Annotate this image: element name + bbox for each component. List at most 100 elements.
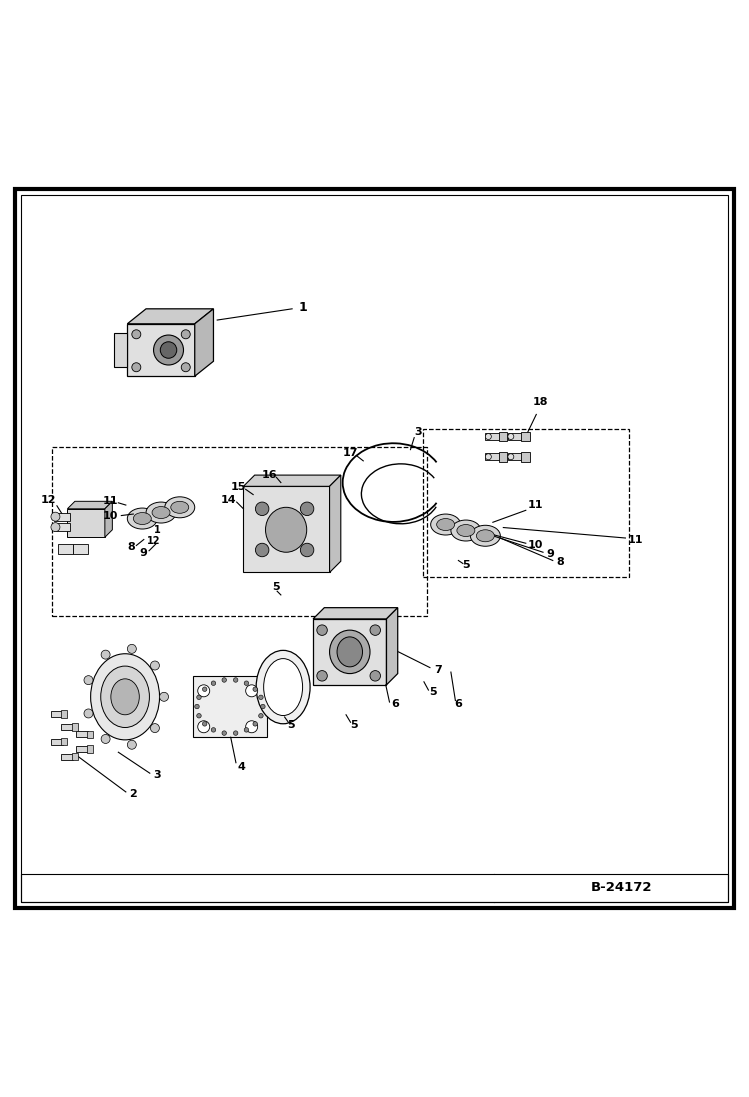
Circle shape (300, 543, 314, 557)
Ellipse shape (330, 630, 370, 674)
Bar (193, 676, 267, 737)
Text: B-24172: B-24172 (591, 881, 652, 894)
Bar (508, 433, 523, 440)
Bar (21, 873, 728, 902)
Circle shape (211, 681, 216, 686)
Circle shape (370, 670, 380, 681)
Circle shape (261, 704, 265, 709)
Ellipse shape (337, 637, 363, 667)
Ellipse shape (152, 507, 170, 519)
Polygon shape (127, 309, 213, 324)
Bar (423, 429, 629, 577)
Polygon shape (330, 475, 341, 573)
Circle shape (51, 512, 60, 521)
Circle shape (127, 644, 136, 654)
Circle shape (154, 335, 184, 365)
Bar (61, 710, 67, 717)
Text: 1: 1 (299, 301, 308, 314)
Circle shape (197, 713, 201, 719)
Circle shape (202, 687, 207, 691)
Circle shape (211, 727, 216, 732)
Ellipse shape (431, 514, 461, 535)
Text: 11: 11 (103, 496, 118, 507)
Text: 16: 16 (262, 471, 277, 480)
Ellipse shape (457, 524, 475, 536)
Ellipse shape (437, 519, 455, 531)
Text: 4: 4 (237, 762, 245, 772)
Bar (521, 452, 530, 462)
Text: 5: 5 (287, 720, 294, 730)
Text: 9: 9 (547, 548, 554, 558)
Text: 8: 8 (127, 542, 135, 552)
Text: 3: 3 (414, 428, 422, 438)
Text: 14: 14 (221, 495, 236, 505)
Ellipse shape (91, 654, 160, 739)
Circle shape (197, 695, 201, 700)
Circle shape (195, 704, 199, 709)
Text: 5: 5 (429, 688, 437, 698)
Ellipse shape (133, 512, 151, 524)
Circle shape (508, 454, 514, 460)
Ellipse shape (265, 507, 307, 552)
Text: 8: 8 (557, 557, 564, 567)
Circle shape (84, 676, 93, 685)
Circle shape (101, 651, 110, 659)
Ellipse shape (171, 501, 189, 513)
Circle shape (202, 722, 207, 726)
Ellipse shape (127, 508, 157, 529)
Circle shape (253, 722, 258, 726)
Text: 1: 1 (154, 524, 161, 534)
Text: 15: 15 (231, 482, 246, 493)
Circle shape (84, 709, 93, 717)
Bar (58, 544, 73, 554)
Bar (73, 544, 88, 554)
Circle shape (181, 330, 190, 339)
Bar (499, 452, 507, 462)
Circle shape (370, 625, 380, 635)
Bar (508, 453, 523, 460)
Bar (61, 754, 73, 760)
Bar (87, 746, 93, 753)
Ellipse shape (146, 502, 176, 523)
Bar (61, 738, 67, 746)
Bar (61, 724, 73, 730)
Circle shape (198, 685, 210, 697)
Ellipse shape (111, 679, 139, 715)
Circle shape (317, 625, 327, 635)
Bar (72, 723, 78, 731)
Bar (521, 431, 530, 441)
Circle shape (127, 740, 136, 749)
Bar (76, 732, 88, 737)
Bar (313, 619, 386, 685)
Circle shape (234, 731, 238, 735)
Circle shape (508, 433, 514, 440)
Text: 9: 9 (140, 548, 148, 558)
Polygon shape (313, 608, 398, 619)
Circle shape (198, 721, 210, 733)
Circle shape (51, 522, 60, 532)
Circle shape (222, 731, 226, 735)
Circle shape (234, 678, 238, 682)
Bar (485, 433, 500, 440)
Ellipse shape (476, 530, 494, 542)
Polygon shape (243, 475, 341, 486)
Circle shape (485, 454, 491, 460)
Text: 11: 11 (628, 534, 643, 544)
Circle shape (317, 670, 327, 681)
Ellipse shape (256, 651, 310, 724)
Polygon shape (243, 486, 330, 573)
Text: 7: 7 (434, 665, 442, 675)
Polygon shape (114, 332, 127, 367)
Polygon shape (67, 501, 112, 509)
Circle shape (151, 661, 160, 670)
Text: 3: 3 (154, 770, 161, 780)
Ellipse shape (264, 658, 303, 715)
Circle shape (181, 363, 190, 372)
Circle shape (255, 543, 269, 557)
Text: 10: 10 (528, 540, 543, 550)
Circle shape (258, 695, 263, 700)
Text: 6: 6 (455, 699, 462, 710)
Ellipse shape (165, 497, 195, 518)
Circle shape (244, 727, 249, 732)
Text: 5: 5 (272, 583, 279, 592)
